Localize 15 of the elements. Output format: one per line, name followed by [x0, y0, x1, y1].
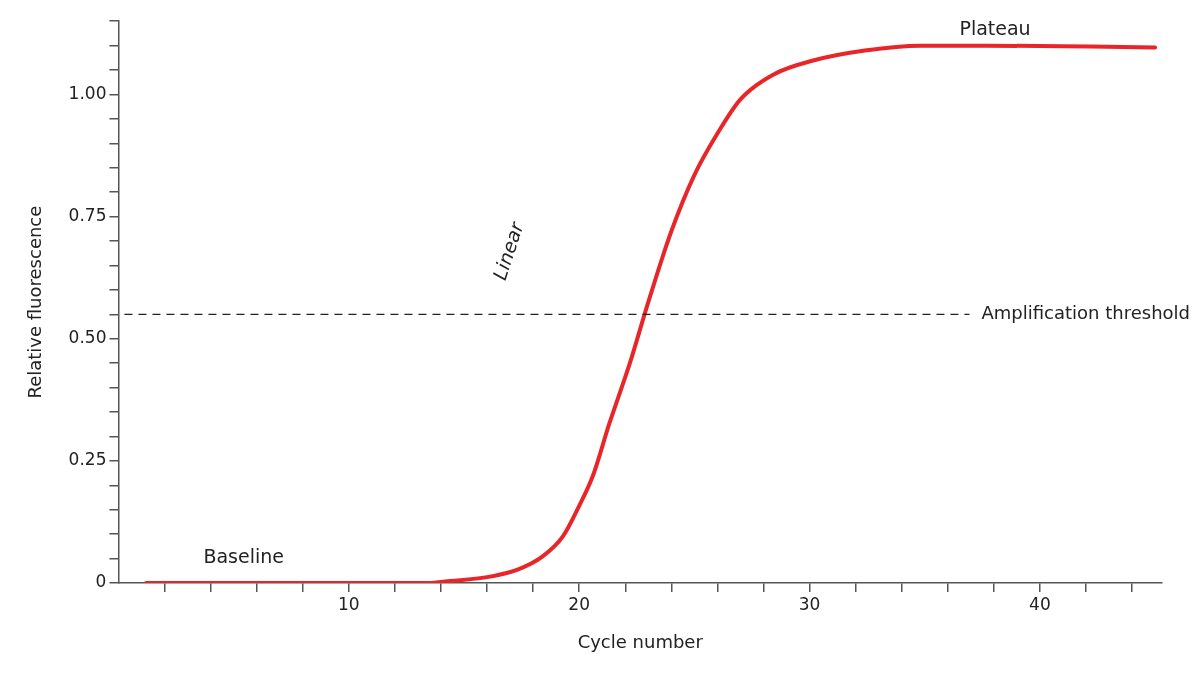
y-tick-label: 0.75 — [68, 205, 107, 226]
annotation: Baseline — [203, 544, 284, 567]
y-axis-title: Relative fluorescence — [24, 205, 46, 399]
x-tick-label: 30 — [798, 593, 821, 614]
x-tick-label: 10 — [338, 593, 360, 614]
ref-line-label: Amplification threshold — [981, 301, 1190, 323]
y-tick-label: 0 — [95, 571, 107, 592]
annotation: Linear — [488, 218, 528, 283]
y-tick-label: 0.50 — [68, 327, 107, 348]
x-tick-label: 20 — [568, 593, 590, 614]
y-tick-label: 1.00 — [68, 82, 107, 103]
y-tick-label: 0.25 — [68, 449, 107, 470]
annotation: Plateau — [959, 16, 1031, 39]
x-tick-label: 40 — [1029, 593, 1051, 614]
x-axis-title: Cycle number — [577, 630, 704, 652]
